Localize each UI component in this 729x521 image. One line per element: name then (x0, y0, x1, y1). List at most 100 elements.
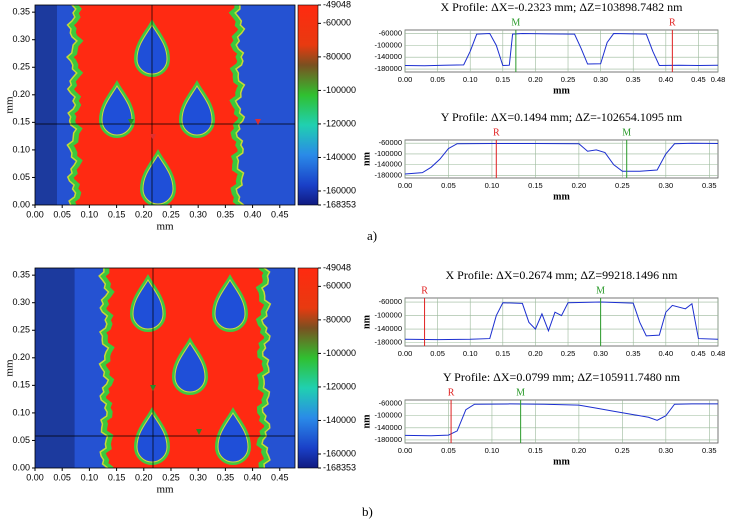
y-tick-label: 0.30 (12, 34, 30, 44)
x-tick-label: 0.00 (398, 446, 413, 455)
x-tick-label: 0.20 (135, 209, 153, 219)
y-tick-label: -100000 (374, 411, 402, 420)
cursor-marker (128, 119, 134, 125)
y-tick-label: -60000 (379, 399, 402, 408)
x-tick-label: 0.15 (528, 181, 543, 190)
heatmap-image (35, 5, 295, 205)
colorbar-tick-label: -49048 (323, 262, 351, 272)
profile-line (404, 301, 719, 341)
colorbar-tick-label: -100000 (323, 85, 356, 95)
x-tick-label: 0.40 (659, 75, 674, 84)
x-tick-label: 0.25 (162, 472, 180, 482)
y-tick-label: 0.05 (12, 435, 30, 445)
x-tick-label: 0.05 (53, 209, 71, 219)
edge-highlight (98, 268, 110, 468)
pit (181, 85, 213, 136)
cursor-label: R (421, 285, 428, 296)
y-tick-label: 0.30 (12, 297, 30, 307)
x-tick-label: 0.10 (81, 472, 99, 482)
x-tick-label: 0.25 (561, 349, 576, 358)
y-tick-label: 0.05 (12, 172, 30, 182)
x-tick-label: 0.25 (561, 75, 576, 84)
y-tick-label: 0.25 (12, 62, 30, 72)
y-axis-label: nm (361, 414, 372, 429)
y-tick-label: 0.20 (12, 89, 30, 99)
y-axis-label: nm (361, 151, 372, 166)
colorbar-tick-label: -168353 (323, 462, 356, 472)
heatmap-image (35, 268, 295, 468)
y-tick-label: 0.15 (12, 117, 30, 127)
x-tick-label: 0.15 (108, 472, 126, 482)
panel-label: a) (367, 228, 377, 243)
plot-area (404, 399, 719, 444)
x-axis-label: mm (553, 191, 570, 202)
x-tick-label: 0.30 (659, 446, 674, 455)
x-tick-label: 0.10 (81, 209, 99, 219)
x-tick-label: 0.35 (702, 181, 717, 190)
colorbar (297, 4, 319, 206)
cursor-marker (196, 429, 202, 435)
colorbar-tick-label: -120000 (323, 381, 356, 391)
colorbar-tick-label: -160000 (323, 448, 356, 458)
cursor-label: R (448, 387, 455, 398)
x-tick-label: 0.30 (593, 75, 608, 84)
colorbar-tick-label: -140000 (323, 415, 356, 425)
y-axis-label: mm (4, 96, 16, 114)
y-tick-label: 0.35 (12, 270, 30, 280)
y-tick-label: 0.10 (12, 144, 30, 154)
x-tick-label: 0.15 (496, 75, 511, 84)
y-tick-label: 0.25 (12, 325, 30, 335)
colorbar (297, 267, 319, 469)
colorbar-tick-label: -60000 (323, 18, 351, 28)
pit (217, 412, 249, 463)
cursor-label: R (493, 127, 500, 138)
x-tick-label: 0.30 (189, 209, 207, 219)
x-tick-label: 0.45 (271, 209, 289, 219)
heatmap-layer (35, 268, 295, 468)
x-tick-label: 0.40 (659, 349, 674, 358)
x-tick-label: 0.48 (711, 75, 726, 84)
colorbar-tick-label: -80000 (323, 314, 351, 324)
edge-highlight (234, 5, 246, 205)
colorbar-tick-label: -60000 (323, 281, 351, 291)
colorbar-tick-label: -49048 (323, 0, 351, 9)
chart-title: Y Profile: ΔX=0.0799 mm; ΔZ=105911.7480 … (443, 370, 681, 384)
cursor-marker (150, 385, 156, 391)
x-tick-label: 0.05 (441, 181, 456, 190)
y-tick-label: -100000 (374, 311, 402, 320)
y-tick-label: -60000 (379, 29, 402, 38)
y-tick-label: -60000 (379, 138, 402, 147)
chart-title: Y Profile: ΔX=0.1494 mm; ΔZ=-102654.1095… (441, 110, 683, 124)
x-tick-label: 0.25 (162, 209, 180, 219)
x-tick-label: 0.40 (244, 209, 262, 219)
cursor-label: M (511, 17, 520, 28)
pit (101, 85, 133, 136)
x-tick-label: 0.30 (593, 349, 608, 358)
profile-line (404, 142, 719, 175)
x-tick-label: 0.15 (496, 349, 511, 358)
y-tick-label: 0.35 (12, 7, 30, 17)
heatmap-layer (35, 5, 295, 205)
cursor-label: M (622, 127, 631, 138)
cursor-label: M (596, 285, 605, 296)
x-tick-label: 0.40 (244, 472, 262, 482)
plot-area (404, 139, 719, 179)
y-tick-label: -180000 (374, 64, 402, 73)
colorbar-tick-label: -140000 (323, 152, 356, 162)
chart-title: X Profile: ΔX=-0.2323 mm; ΔZ=103898.7482… (441, 0, 684, 14)
y-tick-label: -140000 (374, 52, 402, 61)
x-tick-label: 0.45 (271, 472, 289, 482)
y-tick-label: 0.15 (12, 380, 30, 390)
x-axis-label: mm (156, 221, 174, 233)
pit (174, 342, 206, 393)
x-axis-label: mm (553, 85, 570, 96)
x-tick-label: 0.05 (441, 446, 456, 455)
x-tick-label: 0.35 (217, 472, 235, 482)
colorbar-tick-label: -80000 (323, 51, 351, 61)
pit (136, 412, 168, 463)
y-tick-label: 0.20 (12, 352, 30, 362)
x-axis-label: mm (553, 456, 570, 467)
y-tick-label: -100000 (374, 40, 402, 49)
